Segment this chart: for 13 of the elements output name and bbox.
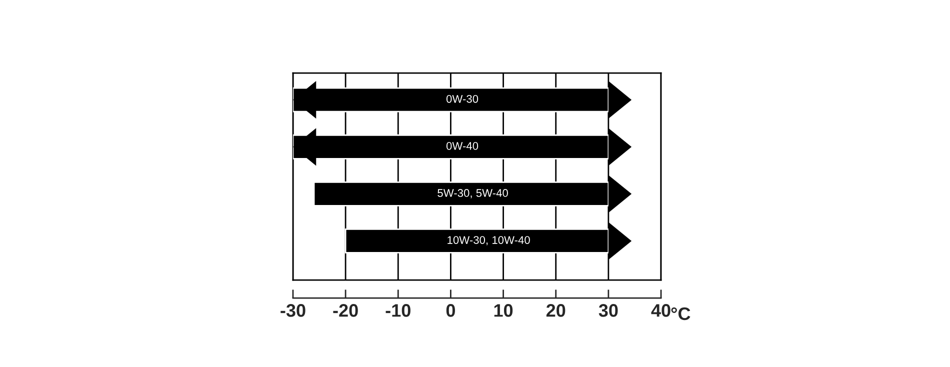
y-tick-label: 10W-30, 10W-40 (448, 236, 530, 246)
x-tick-label: 20 (546, 304, 566, 317)
x-tick-label: 0 (446, 304, 455, 317)
y-tick-label: 0W-30 (446, 94, 478, 103)
x-axis-title: °C (671, 307, 690, 320)
x-tick-label: -10 (386, 304, 410, 317)
x-tick-label: 10 (494, 304, 513, 317)
x-tick-label: 30 (598, 304, 618, 317)
x-tick-label: -30 (280, 304, 306, 317)
x-tick-label: -20 (333, 304, 358, 317)
x-tick-label: 40 (651, 304, 670, 317)
y-tick-label: 5W-30, 5W-40 (438, 189, 508, 198)
y-tick-label: 0W-40 (446, 142, 478, 150)
